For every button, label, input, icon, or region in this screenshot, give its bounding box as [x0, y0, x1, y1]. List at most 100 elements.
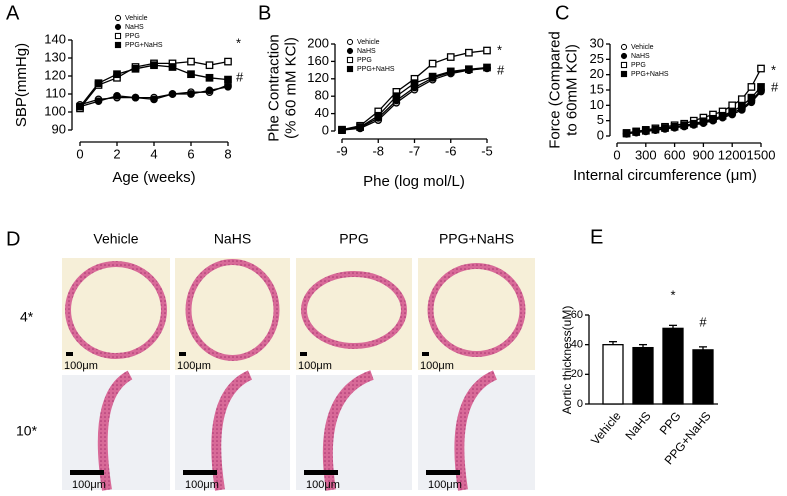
marker — [728, 107, 737, 116]
panel-label: B — [258, 2, 271, 24]
x-tick-label: -9 — [336, 143, 348, 158]
legend-label: PPG — [125, 33, 140, 40]
marker — [747, 83, 756, 91]
y-tick-label: 15 — [590, 81, 604, 96]
scale-label: 100μm — [64, 360, 98, 372]
marker — [728, 101, 737, 110]
column-label: NaHS — [214, 231, 251, 247]
panel-d: D 4* 10* Vehicle 100μm 100μm NaHS 100μm 100μm… — [6, 228, 535, 491]
bar — [602, 344, 624, 405]
y-tick-label: 0 — [322, 122, 329, 137]
scale-bar — [422, 352, 429, 356]
bar — [662, 327, 684, 405]
y-tick-label: 120 — [44, 67, 66, 82]
x-tick-label: 0 — [613, 147, 620, 162]
marker — [224, 82, 232, 91]
marker — [718, 111, 727, 120]
y-axis-label: Aortic thickness(uM) — [560, 306, 574, 415]
x-axis-label: Phe (log mol/L) — [363, 173, 465, 190]
legend-marker — [346, 47, 354, 55]
marker — [187, 57, 195, 66]
marker — [113, 91, 121, 100]
y-tick-label: 20 — [590, 66, 604, 81]
legend-label: NaHS — [125, 24, 144, 31]
y-axis-label: SBP(mmHg) — [13, 43, 30, 127]
marker — [622, 129, 631, 138]
legend-marker — [346, 65, 354, 73]
x-tick-label: 0 — [76, 146, 83, 161]
aorta-wall — [454, 370, 498, 491]
scale-label: 100μm — [428, 479, 462, 491]
panel-label: E — [590, 226, 603, 248]
legend-label: PPG+NaHS — [357, 66, 395, 73]
x-tick-label: PPG — [657, 409, 684, 437]
x-tick-label: -7 — [409, 143, 421, 158]
annotation: # — [236, 69, 244, 84]
marker — [76, 102, 84, 111]
x-tick-label: 600 — [664, 147, 686, 162]
marker — [757, 64, 765, 73]
x-tick-label: 900 — [693, 147, 715, 162]
y-tick-label: 10 — [590, 97, 604, 112]
marker — [641, 126, 650, 135]
annotation: * — [236, 35, 241, 50]
x-tick-label: -8 — [372, 143, 384, 158]
x-tick-label: 6 — [187, 146, 194, 161]
marker — [632, 128, 641, 136]
x-tick-label: 8 — [224, 146, 231, 161]
marker — [392, 92, 401, 101]
marker — [709, 114, 717, 123]
y-tick-label: 0 — [597, 127, 604, 142]
marker — [94, 79, 103, 88]
marker — [338, 126, 346, 134]
y-tick-label: 60 — [571, 309, 583, 321]
legend-label: PPG — [631, 62, 646, 69]
annotation: * — [670, 287, 675, 302]
x-axis-label: Internal circumference (μm) — [573, 167, 757, 184]
marker — [113, 70, 121, 79]
bar — [692, 349, 714, 405]
marker — [205, 86, 214, 95]
marker — [465, 65, 473, 74]
column-label: PPG+NaHS — [439, 231, 514, 247]
legend-label: PPG — [357, 57, 372, 64]
x-tick-label: -5 — [481, 143, 493, 158]
y-axis-label: to 60mM KCl) — [563, 44, 580, 136]
marker — [131, 93, 140, 102]
legend-marker — [114, 14, 122, 22]
marker — [670, 122, 679, 131]
scale-bar — [300, 352, 307, 356]
annotation: * — [771, 62, 776, 77]
y-tick-label: 200 — [307, 35, 329, 50]
scale-label: 100μm — [420, 360, 454, 372]
x-tick-label: 4 — [150, 146, 157, 161]
marker — [446, 53, 455, 61]
marker — [483, 46, 491, 55]
legend-label: NaHS — [357, 48, 376, 55]
y-tick-label: 80 — [315, 88, 329, 103]
legend-marker — [620, 70, 628, 78]
y-tick-label: 140 — [44, 31, 66, 46]
micrograph — [175, 258, 290, 370]
column-label: Vehicle — [93, 231, 138, 247]
aorta-ring — [427, 263, 526, 357]
y-tick-label: 120 — [307, 70, 329, 85]
marker — [689, 119, 698, 128]
scale-label: 100μm — [306, 479, 340, 491]
aorta-wall — [211, 370, 253, 491]
panel-label: C — [555, 2, 569, 24]
scale-bar — [183, 470, 217, 475]
x-tick-label: 300 — [635, 147, 657, 162]
y-tick-label: 0 — [577, 398, 583, 410]
scale-bar — [179, 352, 186, 356]
marker — [356, 123, 364, 131]
x-axis-label: Age (weeks) — [112, 169, 195, 186]
y-tick-label: 25 — [590, 51, 604, 66]
marker — [150, 95, 158, 104]
marker — [168, 90, 177, 98]
marker — [465, 48, 473, 57]
marker — [737, 95, 746, 104]
panel-label: A — [6, 2, 20, 24]
x-tick-label: 1500 — [747, 147, 776, 162]
